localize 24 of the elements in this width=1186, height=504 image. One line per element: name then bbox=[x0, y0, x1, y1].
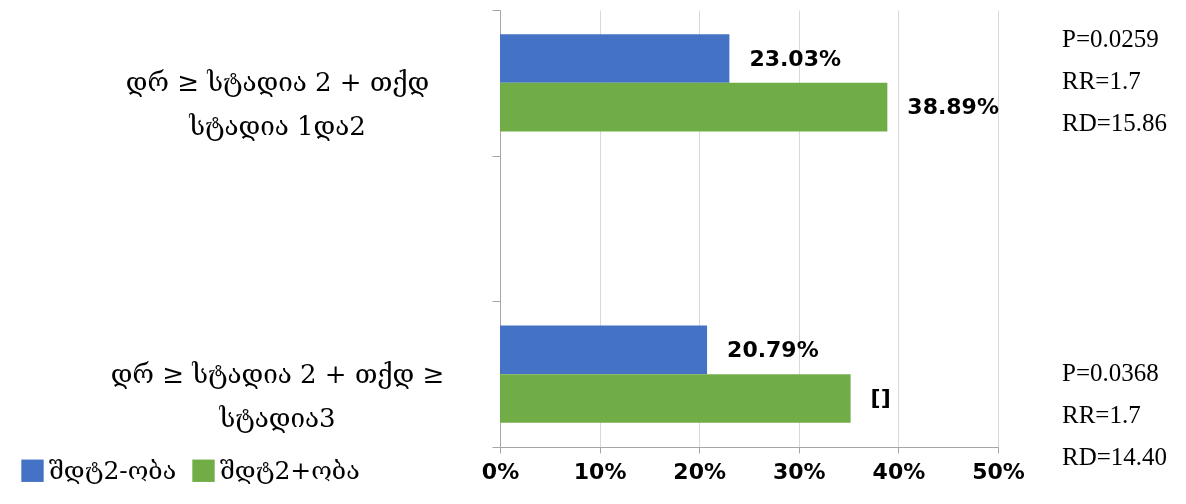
x-tick-label: 50% bbox=[972, 458, 1025, 484]
data-label: 23.03% bbox=[749, 45, 842, 71]
legend-label: შდტ2-ობა bbox=[49, 455, 177, 485]
data-label: 20.79% bbox=[727, 336, 819, 362]
legend-label: შდტ2+ობა bbox=[220, 455, 360, 485]
x-tick-label: 40% bbox=[872, 458, 926, 484]
text: P=0.0368 bbox=[1062, 358, 1159, 388]
bar bbox=[500, 374, 851, 423]
text: RD=15.86 bbox=[1062, 108, 1168, 138]
data-label: 38.89% bbox=[907, 94, 999, 120]
x-tick-label: 10% bbox=[573, 458, 627, 484]
y-tick-label: დრ ≥ სტადია 2 + თქდ სტადია 1და2 bbox=[125, 67, 430, 142]
text: RD=14.40 bbox=[1062, 442, 1168, 472]
bar bbox=[500, 34, 730, 83]
x-tick-label: 0% bbox=[481, 458, 520, 484]
bar bbox=[500, 82, 888, 132]
x-tick-label: 30% bbox=[772, 458, 826, 484]
y-tick-label: დრ ≥ სტადია 2 + თქდ ≥ სტადია3 bbox=[110, 358, 445, 433]
text: RR=1.7 bbox=[1062, 400, 1141, 430]
text: RR=1.7 bbox=[1062, 66, 1141, 96]
bar bbox=[500, 325, 708, 375]
text: P=0.0259 bbox=[1062, 24, 1159, 54]
x-tick-label: 20% bbox=[673, 458, 727, 484]
data-label: [] bbox=[870, 385, 891, 411]
